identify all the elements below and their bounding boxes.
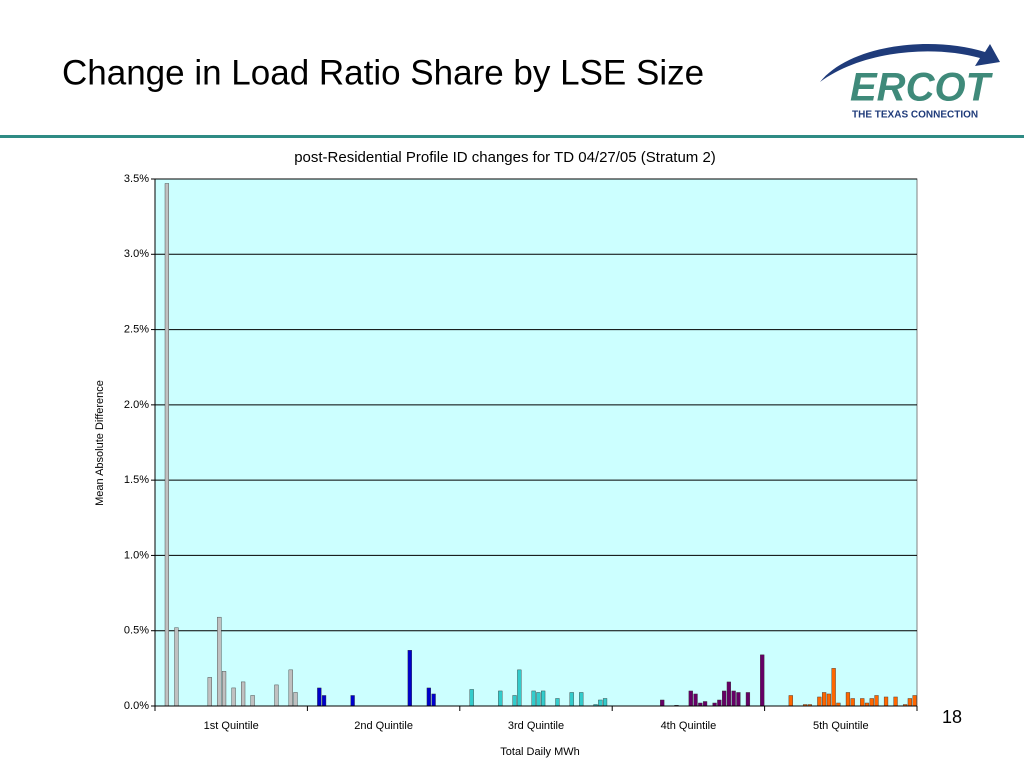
bar: [831, 668, 836, 707]
x-axis-title: Total Daily MWh: [500, 746, 579, 758]
bar: [536, 692, 541, 707]
slide-number: 18: [942, 707, 962, 727]
bar: [431, 693, 436, 707]
y-tick-label: 1.0%: [124, 549, 149, 561]
bar: [602, 698, 608, 707]
bar: [231, 687, 236, 707]
bar: [598, 699, 603, 707]
bar: [893, 696, 898, 707]
bar: [850, 698, 855, 707]
logo-swoosh: [820, 43, 1000, 82]
bar: [569, 692, 574, 707]
y-tick-label: 3.5%: [124, 173, 149, 185]
bar: [731, 690, 736, 707]
y-tick-label: 0.5%: [124, 625, 149, 637]
bar: [517, 669, 522, 707]
chart-title: post-Residential Profile ID changes for …: [294, 149, 716, 166]
y-tick-label: 2.0%: [124, 399, 149, 411]
bar: [293, 692, 298, 707]
bar: [317, 687, 322, 707]
bar: [426, 687, 431, 707]
x-tick-label: 5th Quintile: [813, 720, 869, 732]
x-tick-label: 2nd Quintile: [354, 720, 413, 732]
bar: [321, 695, 327, 707]
bar: [760, 654, 765, 707]
bar: [541, 690, 546, 707]
bar: [874, 695, 879, 707]
bar: [883, 696, 889, 707]
bar: [788, 695, 793, 707]
bar: [164, 183, 170, 707]
y-axis-title: Mean Absolute Difference: [94, 380, 106, 506]
bar: [174, 627, 179, 707]
bar: [207, 677, 212, 707]
bar: [579, 692, 584, 707]
bar: [350, 695, 355, 707]
bar: [745, 692, 751, 707]
bar: [702, 701, 708, 707]
bar: [845, 692, 851, 707]
bar: [826, 693, 831, 707]
bar: [221, 671, 227, 707]
bar: [288, 669, 293, 707]
bar: [555, 698, 560, 707]
plot-area: [154, 178, 918, 707]
header-rule: [0, 135, 1024, 138]
bar: [498, 690, 503, 707]
bar: [241, 681, 246, 707]
logo-tagline: THE TEXAS CONNECTION: [852, 110, 978, 121]
y-tick-label: 0.0%: [124, 700, 149, 712]
bar: [869, 698, 874, 707]
x-tick-label: 3rd Quintile: [508, 720, 564, 732]
bar: [660, 699, 665, 707]
bar: [822, 692, 827, 707]
bar: [736, 692, 741, 707]
y-tick-label: 3.0%: [124, 248, 149, 260]
bar: [274, 684, 279, 707]
bar: [469, 689, 474, 707]
bar: [722, 690, 727, 707]
bar: [726, 681, 731, 707]
bar: [817, 696, 822, 707]
slide-title: Change in Load Ratio Share by LSE Size: [62, 53, 704, 92]
bar: [407, 650, 412, 707]
bar: [912, 695, 917, 707]
bar: [217, 616, 222, 707]
bar: [717, 699, 722, 707]
bar: [512, 695, 517, 707]
logo: ERCOT THE TEXAS CONNECTION: [820, 43, 1000, 121]
marks: 0.0% 0.5% 1.0% 1.5% 2.0% 2.5% 3.0% 3.5% 1st Quin…: [124, 173, 918, 732]
y-tick-label: 1.5%: [124, 474, 149, 486]
bar: [860, 698, 865, 707]
bar: [688, 690, 693, 707]
bar: [693, 693, 698, 707]
logo-name: ERCOT: [850, 66, 994, 110]
bar: [907, 698, 912, 707]
bar: [531, 690, 536, 707]
x-tick-label: 4th Quintile: [661, 720, 717, 732]
bar: [250, 695, 255, 707]
y-tick-label: 2.5%: [124, 323, 149, 335]
x-tick-label: 1st Quintile: [204, 720, 259, 732]
